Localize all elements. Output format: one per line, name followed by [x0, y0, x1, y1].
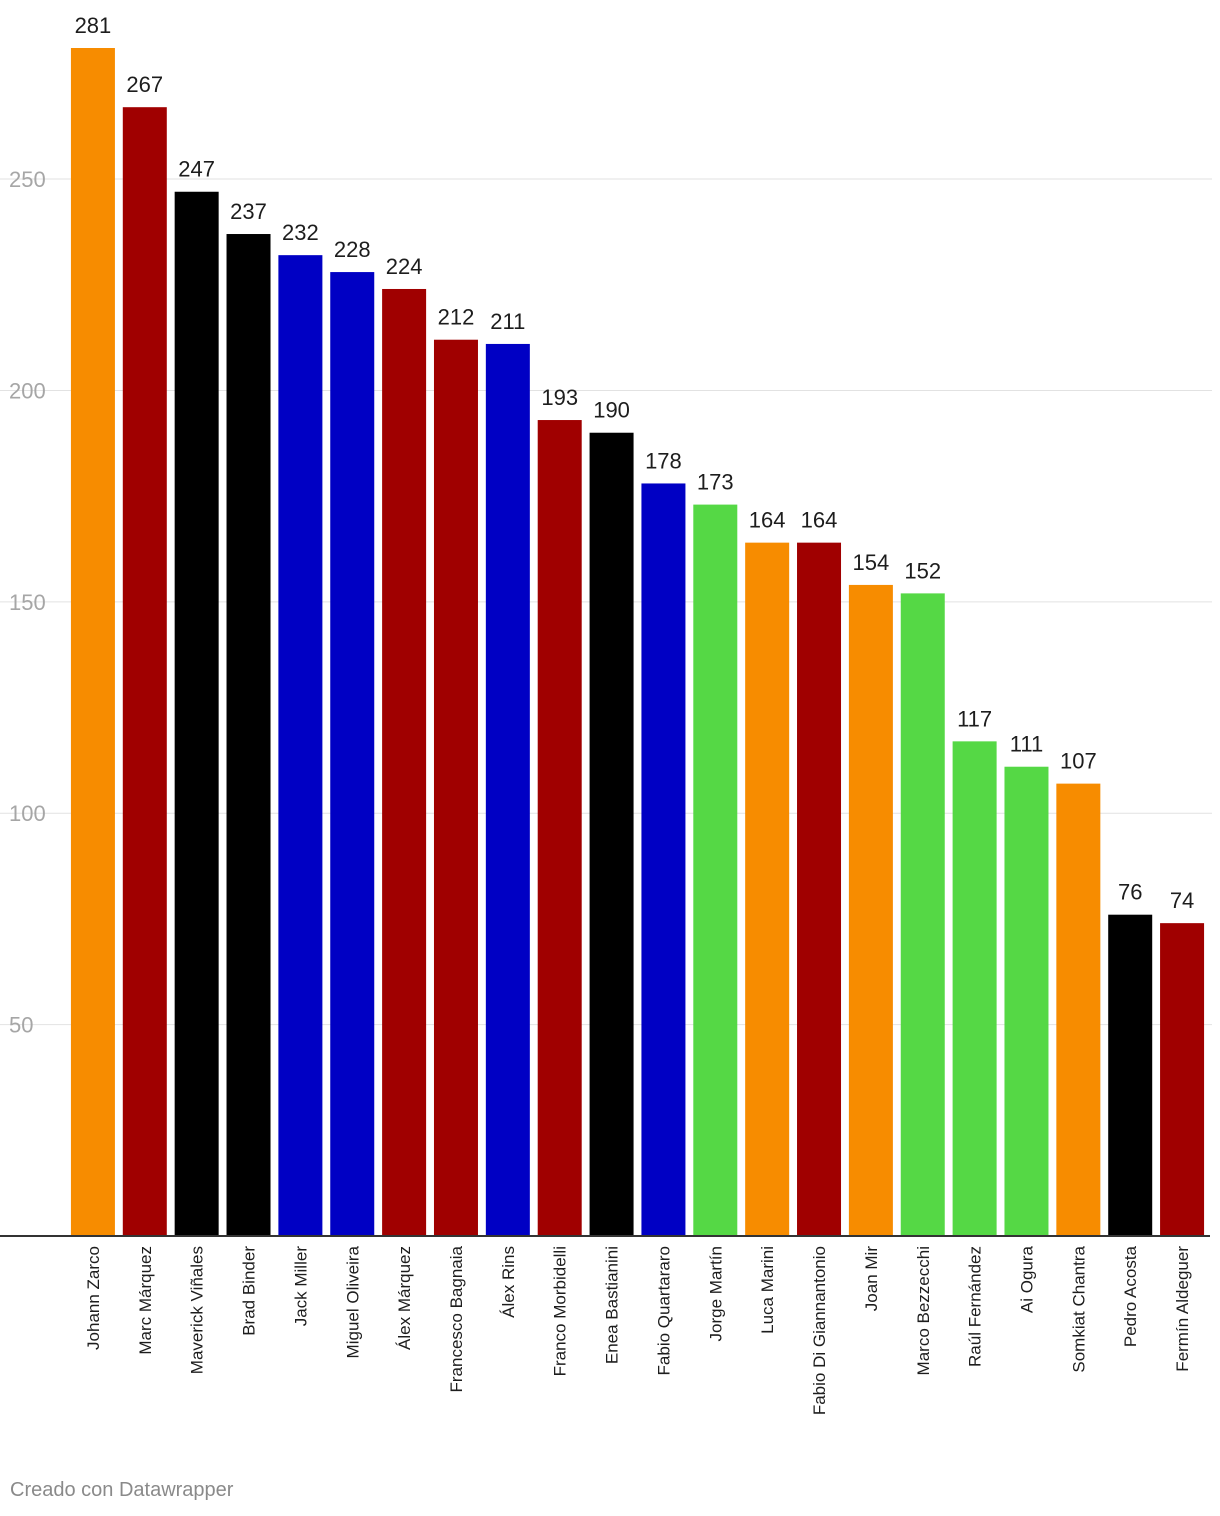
value-label: 164: [801, 508, 838, 533]
bar: [1108, 914, 1153, 1236]
value-label: 74: [1170, 888, 1194, 913]
category-label: Francesco Bagnaia: [447, 1245, 466, 1392]
category-label: Luca Marini: [758, 1246, 777, 1334]
bars: [70, 48, 1205, 1237]
bar: [330, 272, 375, 1236]
bar: [226, 234, 271, 1236]
bar: [1056, 783, 1101, 1236]
y-tick-label: 250: [9, 167, 46, 192]
category-label: Marco Bezzecchi: [914, 1246, 933, 1375]
value-label: 152: [904, 558, 941, 583]
y-tick-label: 200: [9, 378, 46, 403]
value-label: 107: [1060, 749, 1097, 774]
category-label: Fabio Di Giannantonio: [810, 1246, 829, 1415]
category-label: Pedro Acosta: [1121, 1245, 1140, 1347]
credit-footer: Creado con Datawrapper: [10, 1479, 234, 1501]
bar: [589, 432, 634, 1237]
bar: [1160, 923, 1205, 1236]
bar: [797, 542, 842, 1236]
y-tick-label: 100: [9, 801, 46, 826]
bar: [952, 741, 997, 1236]
category-label: Jorge Martín: [706, 1246, 725, 1341]
bar: [693, 504, 738, 1236]
y-tick-label: 50: [9, 1013, 33, 1038]
value-label: 111: [1010, 732, 1043, 757]
category-label: Marc Márquez: [136, 1246, 155, 1355]
value-labels: 281 267 247 237 232 228 224 212 211 193 190 178 173 1…: [75, 13, 1195, 913]
bar: [70, 48, 115, 1236]
category-label: Fabio Quartararo: [654, 1246, 673, 1375]
bar: [745, 542, 790, 1236]
category-labels: Johann Zarco Marc Márquez Maverick Viñales…: [84, 1245, 1192, 1415]
bar: [1004, 766, 1049, 1236]
bar: [278, 255, 323, 1236]
bar: [641, 483, 686, 1236]
category-label: Brad Binder: [240, 1246, 259, 1336]
category-label: Miguel Oliveira: [343, 1245, 362, 1358]
bar: [485, 343, 530, 1236]
bar: [537, 420, 582, 1236]
category-label: Jack Miller: [291, 1246, 310, 1327]
value-label: 228: [334, 237, 371, 262]
value-label: 173: [697, 470, 734, 495]
value-label: 164: [749, 508, 786, 533]
category-label: Álex Márquez: [395, 1246, 414, 1350]
y-tick-label: 150: [9, 590, 46, 615]
bar: [122, 107, 167, 1237]
value-label: 190: [593, 398, 630, 423]
value-label: 212: [438, 305, 475, 330]
value-label: 267: [126, 72, 163, 97]
category-label: Somkiat Chantra: [1069, 1245, 1088, 1372]
category-label: Joan Mir: [862, 1246, 881, 1312]
value-label: 232: [282, 220, 319, 245]
category-label: Maverick Viñales: [188, 1246, 207, 1374]
category-label: Álex Rins: [499, 1246, 518, 1318]
value-label: 237: [230, 199, 267, 224]
y-axis-ticks: 50 100 150 200 250: [9, 167, 46, 1038]
bar: [433, 339, 478, 1236]
bar: [382, 288, 427, 1237]
bar: [900, 593, 945, 1236]
category-label: Enea Bastianini: [603, 1246, 622, 1364]
value-label: 224: [386, 254, 423, 279]
value-label: 154: [853, 550, 890, 575]
value-label: 211: [490, 309, 525, 334]
category-label: Franco Morbidelli: [551, 1246, 570, 1376]
category-label: Raúl Fernández: [966, 1246, 985, 1367]
value-label: 76: [1118, 880, 1142, 905]
value-label: 193: [541, 385, 578, 410]
bar: [848, 584, 893, 1236]
value-label: 178: [645, 448, 682, 473]
category-label: Ai Ogura: [1017, 1245, 1036, 1313]
category-label: Fermín Aldeguer: [1173, 1246, 1192, 1372]
value-label: 247: [178, 157, 215, 182]
value-label: 281: [75, 13, 112, 38]
category-label: Johann Zarco: [84, 1246, 103, 1350]
bar: [174, 191, 219, 1236]
value-label: 117: [957, 706, 992, 731]
